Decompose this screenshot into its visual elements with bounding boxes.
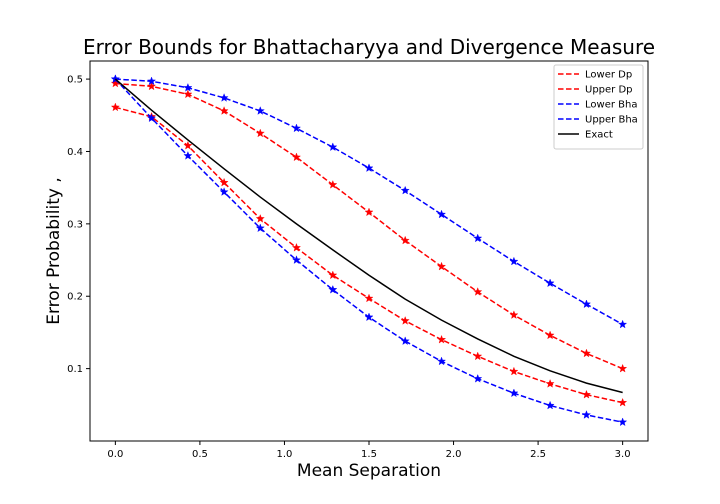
- x-tick-label: 3.0: [615, 449, 631, 460]
- data-point: [110, 102, 120, 112]
- data-point: [618, 319, 628, 329]
- data-point: [364, 293, 374, 303]
- y-tick-label: 0.5: [67, 75, 83, 86]
- data-point: [291, 255, 301, 264]
- legend-item-upper-dp: Upper Dp: [558, 85, 633, 96]
- chart-title: Error Bounds for Bhattacharyya and Diver…: [83, 35, 655, 59]
- legend-label: Upper Dp: [585, 85, 633, 96]
- legend-label: Exact: [585, 130, 613, 141]
- data-point: [618, 363, 628, 373]
- data-point: [328, 270, 338, 280]
- data-point: [581, 348, 591, 358]
- data-point: [437, 209, 447, 219]
- legend-item-lower-dp: Lower Dp: [558, 70, 632, 81]
- legend-label: Lower Bha: [585, 100, 637, 111]
- legend-label: Lower Dp: [585, 70, 632, 81]
- x-tick-label: 2.0: [446, 449, 462, 460]
- data-point: [437, 334, 447, 344]
- data-point: [400, 336, 410, 345]
- y-axis-label: Error Probability ,: [44, 177, 64, 325]
- x-axis-label: Mean Separation: [297, 461, 441, 481]
- data-point: [255, 128, 265, 138]
- data-point: [545, 278, 555, 288]
- x-axis: 0.0 0.5 1.0 1.5 2.0 2.5 3.0: [107, 441, 631, 460]
- data-point: [328, 142, 338, 151]
- data-point: [437, 356, 447, 366]
- data-point: [219, 177, 229, 187]
- data-point: [545, 379, 555, 388]
- data-point: [219, 187, 229, 196]
- data-point: [328, 179, 338, 189]
- legend-item-upper-bha: Upper Bha: [558, 115, 638, 126]
- y-tick-label: 0.1: [67, 364, 83, 375]
- data-point: [183, 140, 193, 150]
- data-point: [328, 284, 338, 294]
- data-point: [291, 123, 301, 133]
- legend-item-exact: Exact: [558, 130, 613, 141]
- data-point: [400, 185, 410, 195]
- data-point: [473, 373, 483, 383]
- data-point: [255, 214, 265, 223]
- data-point: [364, 312, 374, 322]
- data-point: [545, 330, 555, 340]
- data-point: [473, 287, 483, 296]
- x-tick-label: 0.0: [107, 449, 123, 460]
- y-tick-label: 0.2: [67, 292, 83, 303]
- series-exact: [114, 78, 623, 394]
- y-tick-label: 0.4: [67, 147, 83, 158]
- data-point: [183, 151, 193, 160]
- data-point: [509, 256, 519, 266]
- data-point: [291, 152, 301, 162]
- data-point: [255, 106, 265, 115]
- data-point: [618, 417, 628, 427]
- data-point: [400, 316, 410, 325]
- data-point: [437, 261, 447, 271]
- plot-area: [110, 74, 628, 427]
- data-point: [219, 106, 229, 115]
- series-upper-bha: [110, 74, 628, 329]
- data-point: [545, 400, 555, 410]
- data-point: [581, 299, 591, 309]
- data-point: [110, 74, 120, 83]
- data-point: [509, 366, 519, 376]
- data-point: [219, 93, 229, 102]
- data-point: [147, 81, 157, 91]
- data-point: [509, 388, 519, 398]
- legend: Lower Dp Upper Dp Lower Bha Upper Bha Exact: [553, 64, 644, 150]
- data-point: [581, 410, 591, 419]
- data-point: [364, 163, 374, 172]
- y-axis: 0.1 0.2 0.3 0.4 0.5: [67, 75, 90, 375]
- series-line: [114, 78, 623, 394]
- legend-item-lower-bha: Lower Bha: [558, 100, 637, 111]
- data-point: [618, 397, 628, 407]
- legend-label: Upper Bha: [585, 115, 638, 126]
- data-point: [183, 89, 193, 99]
- data-point: [581, 389, 591, 399]
- data-point: [473, 351, 483, 361]
- data-point: [400, 235, 410, 245]
- x-tick-label: 1.0: [277, 449, 293, 460]
- x-tick-label: 2.5: [530, 449, 546, 460]
- legend-box: [553, 64, 644, 150]
- data-point: [255, 223, 265, 233]
- data-point: [291, 242, 301, 252]
- data-point: [147, 76, 157, 86]
- data-point: [147, 113, 157, 123]
- data-point: [509, 310, 519, 319]
- data-point: [183, 83, 193, 92]
- x-tick-label: 0.5: [192, 449, 208, 460]
- x-tick-label: 1.5: [361, 449, 377, 460]
- data-point: [473, 233, 483, 243]
- y-tick-label: 0.3: [67, 219, 83, 230]
- data-point: [364, 207, 374, 217]
